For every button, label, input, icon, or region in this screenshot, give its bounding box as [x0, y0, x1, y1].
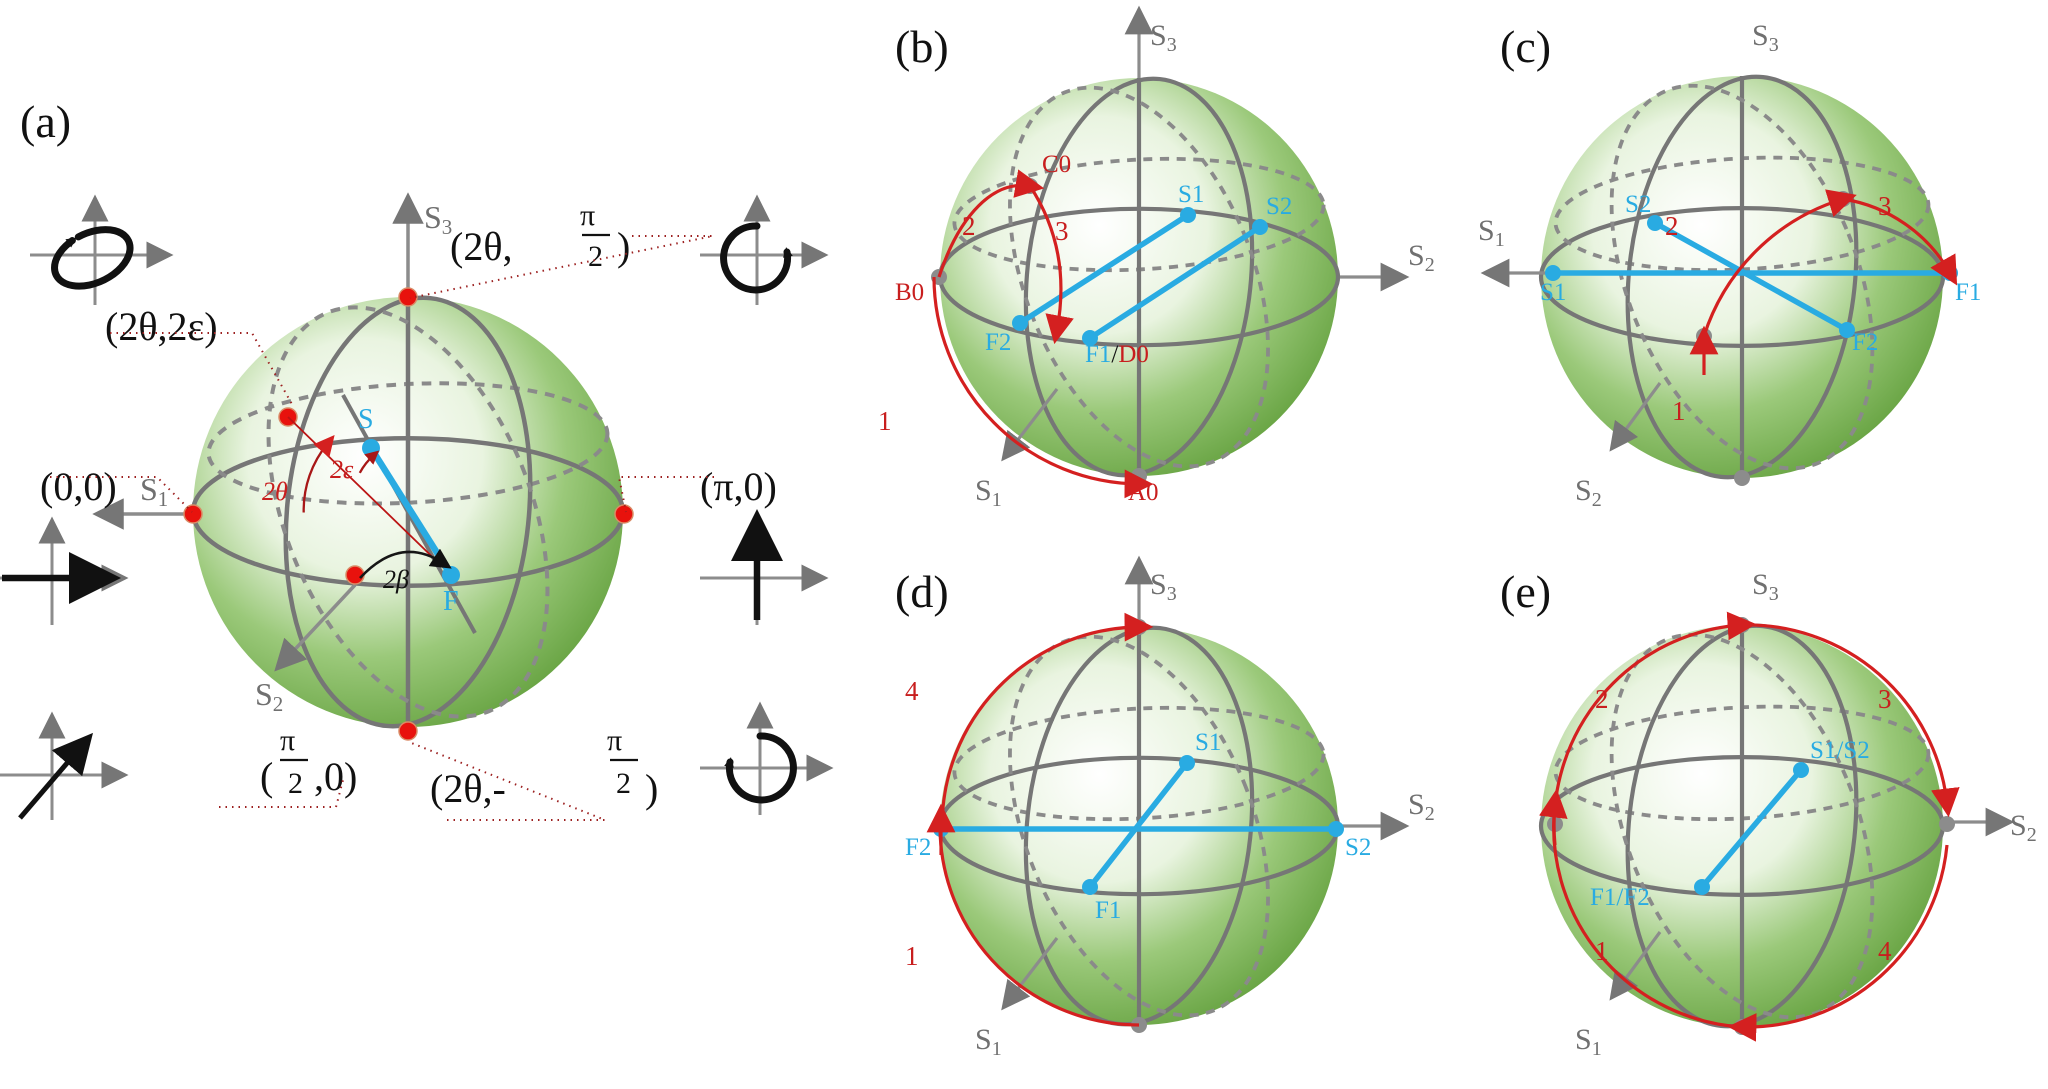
svg-text:S2: S2	[1575, 474, 1602, 511]
svg-text:2: 2	[588, 240, 603, 273]
svg-text:F2: F2	[985, 329, 1011, 356]
svg-text:S1: S1	[1478, 214, 1505, 251]
svg-text:S3: S3	[1150, 19, 1177, 56]
svg-text:(2θ,2ε): (2θ,2ε)	[105, 304, 218, 349]
svg-text:S1: S1	[975, 1023, 1002, 1060]
svg-text:): )	[617, 224, 630, 269]
svg-text:C0: C0	[1042, 151, 1071, 178]
svg-text:F1: F1	[1955, 279, 1981, 306]
svg-text:S3: S3	[424, 199, 452, 239]
svg-text:S1/S2: S1/S2	[1810, 737, 1870, 764]
svg-text:S1: S1	[1540, 279, 1566, 306]
svg-text:S1: S1	[1178, 181, 1204, 208]
svg-text:S2: S2	[1625, 191, 1651, 218]
svg-text:1: 1	[1595, 936, 1609, 966]
svg-text:4: 4	[905, 676, 919, 706]
svg-text:B0: B0	[895, 279, 924, 306]
svg-text:3: 3	[1878, 191, 1892, 221]
svg-text:S1: S1	[1575, 1023, 1602, 1060]
svg-text:S1: S1	[975, 474, 1002, 511]
svg-text:2: 2	[616, 767, 631, 800]
svg-text:3: 3	[1055, 216, 1069, 246]
svg-text:(2θ,: (2θ,	[450, 224, 512, 269]
svg-text:S3: S3	[1752, 19, 1779, 56]
svg-text:S3: S3	[1752, 568, 1779, 605]
svg-text:1: 1	[1672, 396, 1686, 426]
svg-text:F1/D0: F1/D0	[1085, 341, 1149, 368]
svg-text:S2: S2	[1266, 193, 1292, 220]
svg-text:π: π	[580, 199, 595, 232]
svg-text:2θ: 2θ	[262, 477, 288, 506]
svg-text:F1: F1	[1095, 897, 1121, 924]
svg-text:S: S	[358, 404, 374, 435]
svg-text:π: π	[607, 724, 622, 757]
svg-text:1: 1	[878, 406, 892, 436]
svg-text:2: 2	[962, 211, 976, 241]
svg-text:F2: F2	[905, 834, 931, 861]
svg-text:S2: S2	[1408, 239, 1435, 276]
svg-text:2ε: 2ε	[330, 455, 354, 484]
svg-text:(2θ,-: (2θ,-	[430, 766, 506, 811]
svg-text:S1: S1	[1195, 729, 1221, 756]
svg-text:F1/F2: F1/F2	[1590, 884, 1650, 911]
svg-text:): )	[645, 766, 658, 811]
svg-text:,0): ,0)	[314, 754, 357, 799]
svg-text:2: 2	[1595, 684, 1609, 714]
svg-text:S3: S3	[1150, 568, 1177, 605]
svg-text:(: (	[260, 754, 273, 799]
svg-text:2: 2	[288, 767, 303, 800]
svg-text:F2: F2	[1852, 329, 1878, 356]
svg-text:2: 2	[1665, 211, 1679, 241]
svg-text:(0,0): (0,0)	[40, 464, 117, 509]
svg-text:S2: S2	[2010, 809, 2037, 846]
svg-text:(π,0): (π,0)	[700, 464, 777, 509]
svg-text:S2: S2	[1345, 834, 1371, 861]
svg-text:π: π	[280, 724, 295, 757]
svg-text:4: 4	[1878, 936, 1892, 966]
svg-text:1: 1	[905, 941, 919, 971]
svg-text:2β: 2β	[383, 565, 409, 594]
svg-text:F: F	[443, 586, 459, 617]
svg-text:3: 3	[1878, 684, 1892, 714]
svg-text:S2: S2	[1408, 788, 1435, 825]
